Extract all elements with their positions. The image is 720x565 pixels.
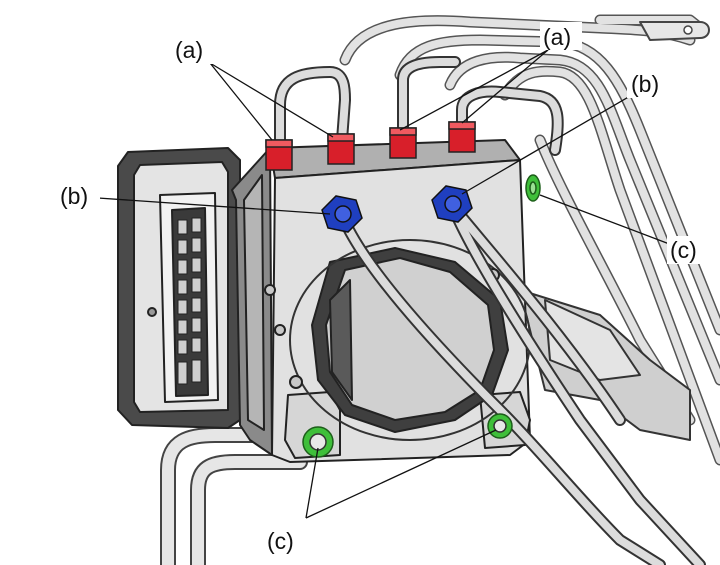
bolt-c-bottom-right <box>487 413 513 439</box>
bolt-c-right <box>525 174 541 202</box>
label-a-right: (a) <box>543 24 571 50</box>
bolts-c-group <box>302 174 541 458</box>
frame-pipes-bottom <box>160 427 308 565</box>
mounting-bracket <box>519 289 691 441</box>
fitting-a-1 <box>265 139 293 171</box>
bolt-c-bottom-left <box>302 426 334 458</box>
fitting-a-4 <box>448 121 476 153</box>
ecu-connector <box>117 147 241 429</box>
fitting-a-3 <box>389 127 417 159</box>
leader-lines <box>97 49 673 519</box>
fitting-b-right <box>431 185 473 223</box>
fitting-a-2 <box>327 133 355 165</box>
modulator-body <box>231 139 531 463</box>
fittings-a-group <box>265 121 476 171</box>
label-c-right: (c) <box>670 237 697 263</box>
label-a-left: (a) <box>175 37 203 63</box>
label-b-left: (b) <box>60 183 88 209</box>
label-c-bottom: (c) <box>267 528 294 554</box>
callout-labels: (a) (a) (b) (b) (c) (c) <box>58 22 711 555</box>
brake-pipes-foreground <box>274 56 706 565</box>
brake-pipes-background <box>339 14 720 466</box>
fittings-b-group <box>321 185 473 233</box>
label-b-right: (b) <box>631 71 659 97</box>
fitting-b-left <box>321 195 363 233</box>
